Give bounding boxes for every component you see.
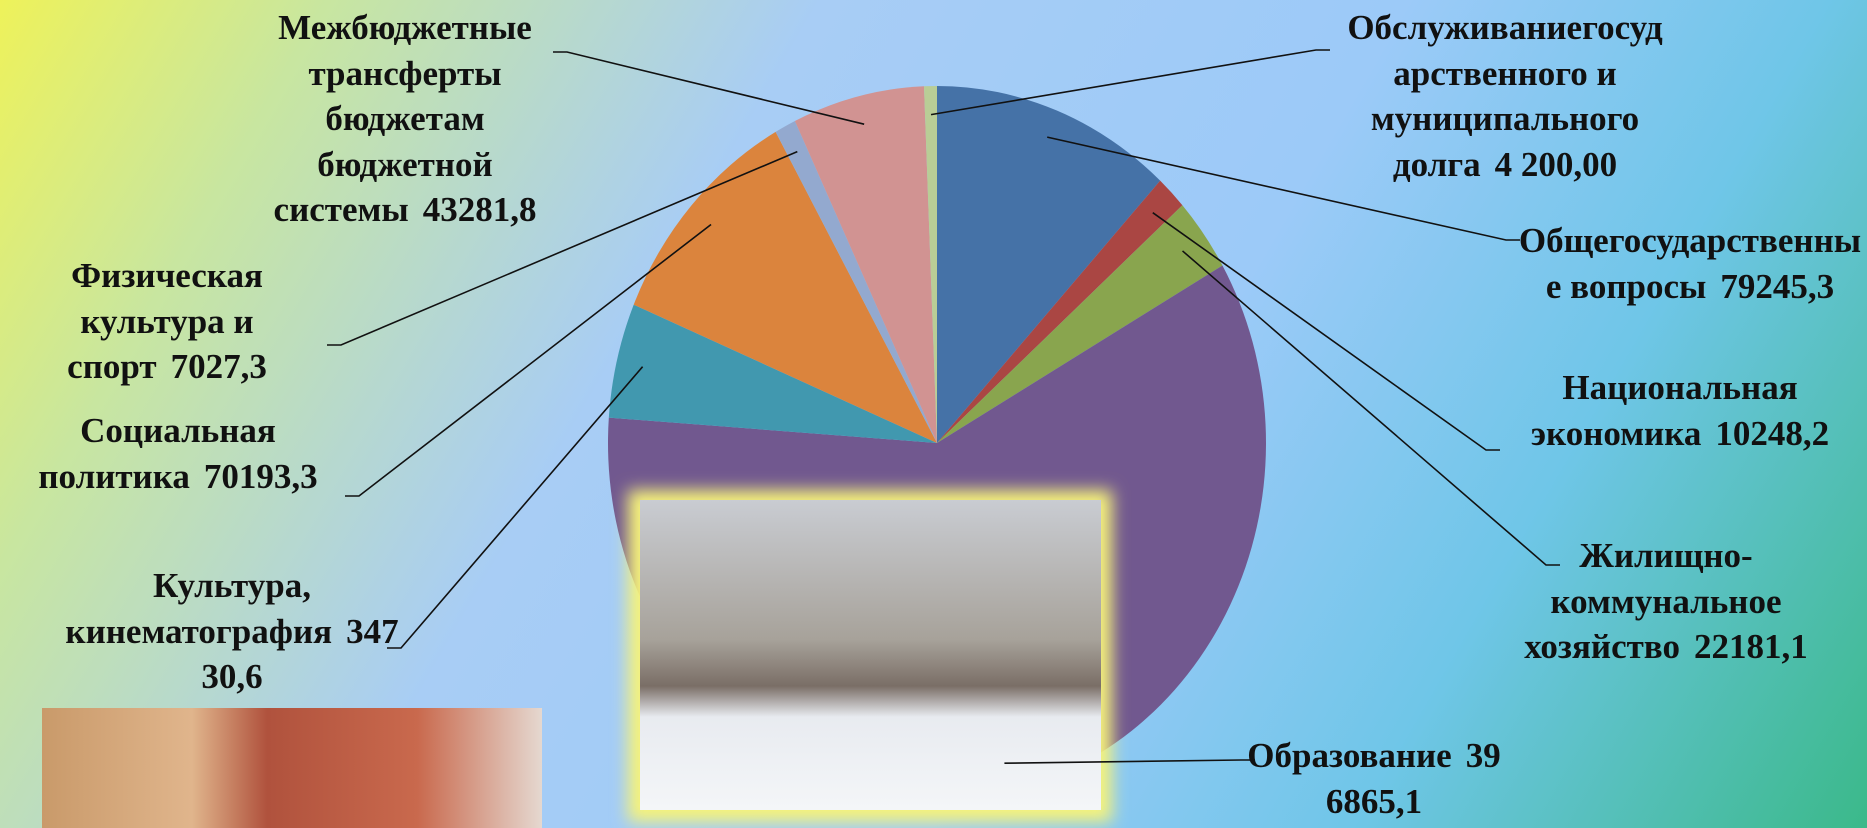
leader-line	[1181, 250, 1560, 566]
pie-slice	[937, 86, 1161, 443]
slice-label: Обслуживаниегосударственного и муниципал…	[1340, 5, 1670, 187]
pie-slice	[775, 121, 937, 443]
category-name: Образование	[1247, 736, 1452, 775]
category-name: Национальная экономика	[1530, 368, 1798, 453]
leader-line	[553, 51, 865, 125]
pie-slice	[937, 180, 1183, 443]
category-name: Социальная политика	[38, 411, 276, 496]
slice-label: Физическая культура и спорт 7027,3	[0, 253, 337, 390]
value-label: 396865,1	[1325, 736, 1501, 821]
value-label: 43281,8	[422, 190, 537, 229]
photo	[42, 708, 542, 828]
value-label: 22181,1	[1693, 627, 1808, 666]
pie-slice	[608, 304, 937, 443]
photo	[640, 500, 1101, 810]
leader-line	[1152, 212, 1500, 451]
slice-label: Межбюджетные трансферты бюджетам бюджетн…	[240, 5, 570, 233]
value-label: 70193,3	[203, 456, 318, 496]
value-label: 7027,3	[170, 347, 267, 386]
leader-line	[1004, 759, 1255, 764]
category-name: Общегосударственные вопросы	[1518, 221, 1862, 306]
slice-label: Социальная политика 70193,3	[8, 408, 348, 499]
leader-line	[1047, 136, 1520, 241]
slice-label: Образование 396865,1	[1239, 733, 1509, 824]
slice-label: Жилищно-коммунальное хозяйство 22181,1	[1516, 533, 1816, 670]
category-name: Жилищно-коммунальное хозяйство	[1524, 536, 1782, 666]
category-name: Межбюджетные трансферты бюджетам бюджетн…	[273, 8, 532, 229]
value-label: 79245,3	[1720, 266, 1835, 306]
category-name: Обслуживаниегосударственного и муниципал…	[1347, 8, 1663, 184]
value-label: 34730,6	[201, 611, 399, 697]
category-name: Физическая культура и спорт	[67, 256, 263, 386]
leader-line	[327, 150, 798, 346]
pie-slice	[633, 131, 937, 443]
pie-slice	[794, 86, 937, 443]
leader-line	[387, 366, 644, 649]
leader-line	[930, 49, 1330, 116]
pie-slice	[937, 205, 1223, 443]
category-name: Культура, кинематография	[65, 566, 333, 651]
slice-label: Общегосударственные вопросы 79245,3	[1518, 218, 1863, 309]
value-label: 4 200,00	[1494, 144, 1618, 184]
value-label: 10248,2	[1715, 413, 1830, 453]
leader-line	[345, 223, 712, 497]
pie-slice	[924, 86, 937, 443]
slice-label: Культура, кинематография 34730,6	[62, 563, 402, 700]
slice-label: Национальная экономика 10248,2	[1498, 365, 1863, 456]
